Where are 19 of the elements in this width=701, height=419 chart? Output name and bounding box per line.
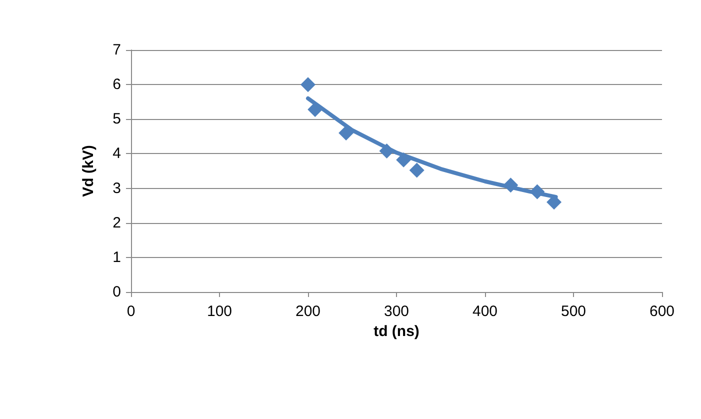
x-tick-label: 300 bbox=[384, 303, 410, 320]
x-axis-title: td (ns) bbox=[374, 322, 420, 340]
point bbox=[409, 162, 424, 178]
y-axis-title: Vd (kV) bbox=[80, 145, 97, 197]
x-tick-label: 200 bbox=[295, 303, 321, 320]
y-tick-label: 2 bbox=[112, 214, 121, 232]
y-tick-label: 7 bbox=[112, 42, 121, 58]
x-tick-label: 500 bbox=[560, 303, 586, 320]
y-tick-label: 5 bbox=[112, 110, 121, 128]
x-tick-label: 100 bbox=[206, 303, 232, 320]
x-tick-label: 600 bbox=[649, 303, 675, 320]
y-tick-label: 1 bbox=[112, 248, 121, 266]
y-tick-label: 4 bbox=[112, 145, 121, 162]
y-tick-label: 3 bbox=[112, 180, 121, 197]
x-tick-label: 0 bbox=[126, 303, 136, 320]
x-tick-label: 400 bbox=[472, 303, 498, 320]
point bbox=[300, 77, 316, 92]
y-tick-label: 6 bbox=[112, 76, 121, 94]
y-tick-label: 0 bbox=[112, 284, 121, 300]
